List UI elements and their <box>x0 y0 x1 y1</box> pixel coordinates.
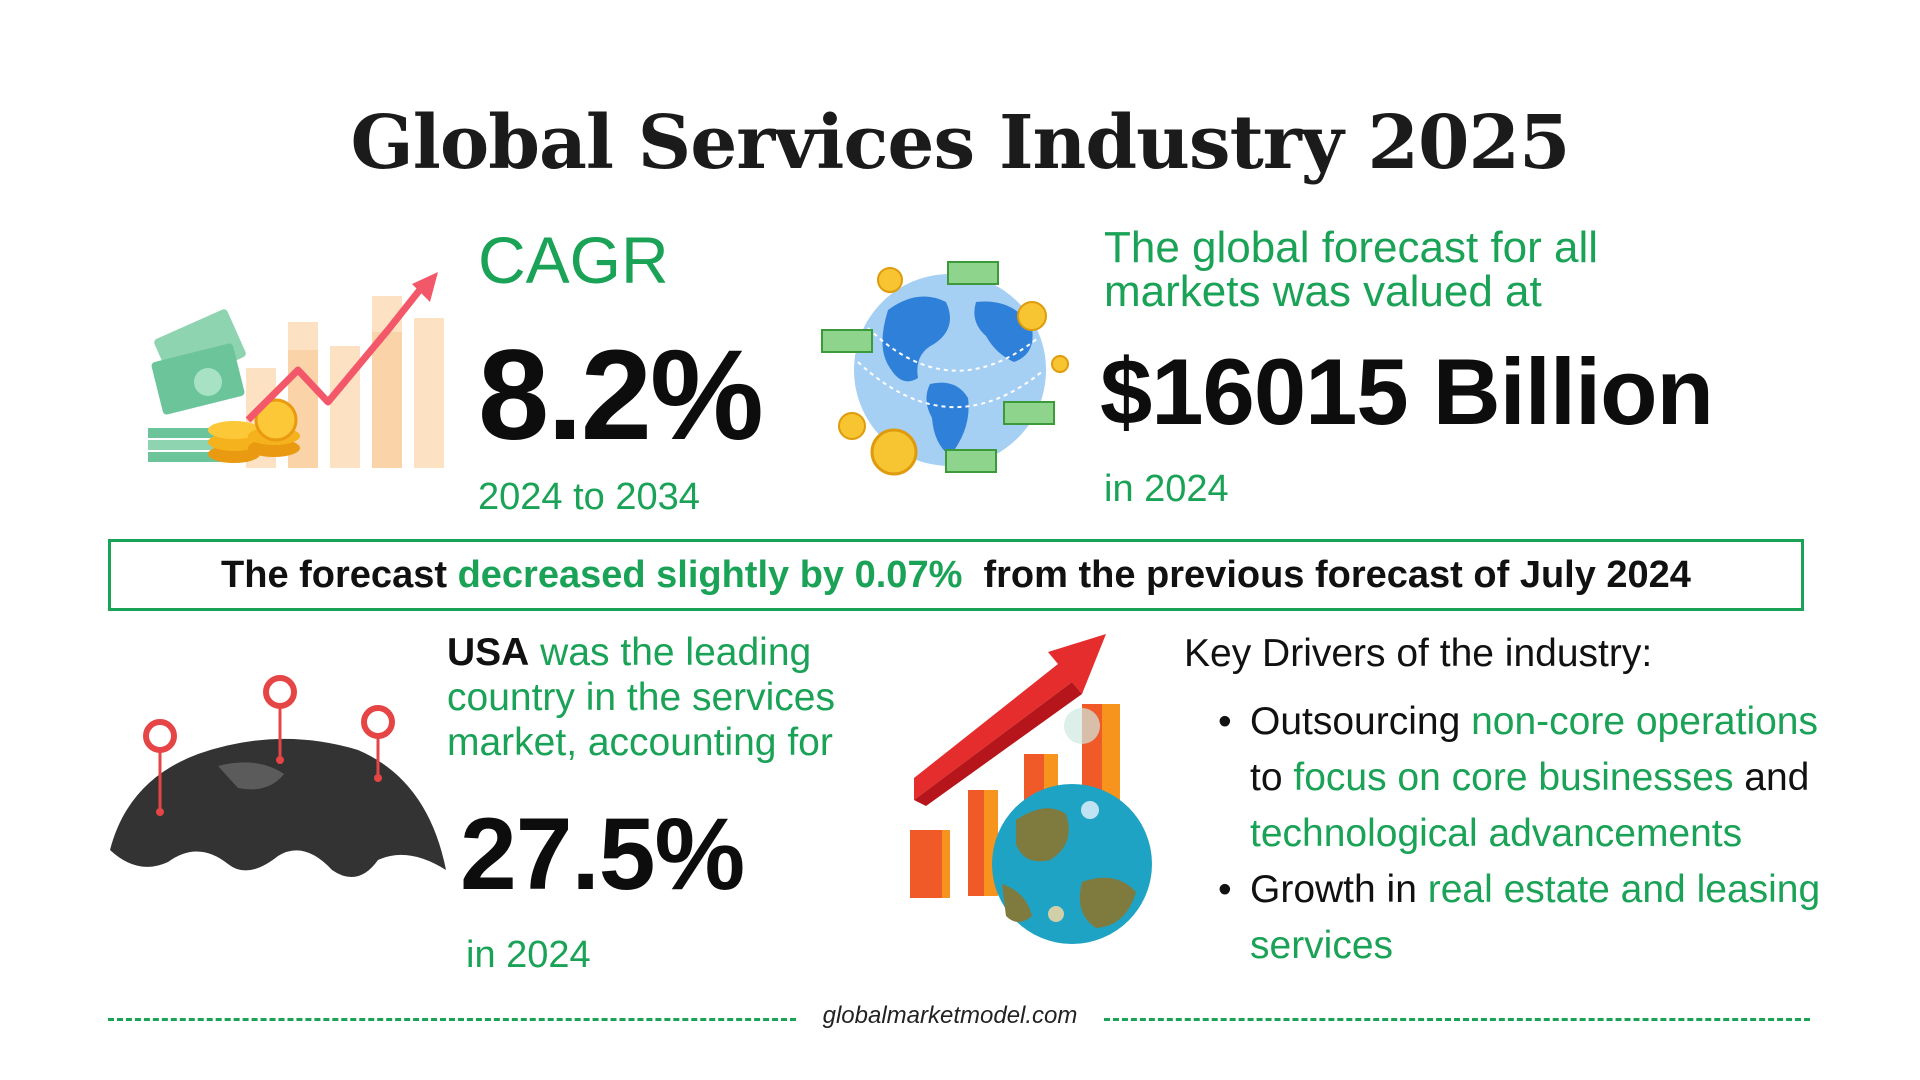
cagr-value: 8.2% <box>478 324 764 467</box>
banner-highlight: decreased slightly by 0.07% <box>457 554 963 596</box>
cagr-period: 2024 to 2034 <box>478 476 700 518</box>
driver-highlight: real estate and leasing services <box>1250 868 1821 967</box>
driver-text: and <box>1733 756 1810 799</box>
drivers-list: • Outsourcing non-core operations to foc… <box>1218 694 1858 974</box>
footer-divider-right <box>1104 1018 1810 1021</box>
forecast-change-banner: The forecast decreased slightly by 0.07%… <box>108 539 1804 611</box>
usa-text: was the leading country in the services … <box>447 631 836 764</box>
page-title: Global Services Industry 2025 <box>350 100 1571 186</box>
usa-lead: USA <box>447 631 530 674</box>
driver-text: Outsourcing <box>1250 700 1472 743</box>
driver-item: • Outsourcing non-core operations to foc… <box>1218 694 1858 862</box>
driver-text: Growth in <box>1250 868 1428 911</box>
driver-highlight: focus on core businesses <box>1293 756 1734 799</box>
bullet-icon: • <box>1218 868 1232 911</box>
globe-money-icon <box>821 261 1069 476</box>
usa-year: in 2024 <box>466 934 591 976</box>
driver-text: to <box>1250 756 1294 799</box>
driver-item: • Growth in real estate and leasing serv… <box>1218 862 1858 974</box>
driver-highlight: non-core operations <box>1471 700 1818 743</box>
footer-website: globalmarketmodel.com <box>822 1002 1078 1029</box>
forecast-label: The global forecast for all markets was … <box>1104 223 1599 316</box>
globe-growth-chart-icon <box>910 634 1152 944</box>
banner-suffix: from the previous forecast of July 2024 <box>962 554 1691 596</box>
drivers-title: Key Drivers of the industry: <box>1184 632 1653 675</box>
banner-prefix: The forecast <box>221 554 458 596</box>
forecast-year: in 2024 <box>1104 468 1229 510</box>
usa-share-value: 27.5% <box>460 797 745 911</box>
footer-divider-left <box>108 1018 796 1021</box>
world-map-pins-icon <box>110 675 446 878</box>
money-growth-chart-icon <box>148 272 444 468</box>
bullet-icon: • <box>1218 700 1232 743</box>
forecast-value: $16015 Billion <box>1100 339 1714 444</box>
cagr-label: CAGR <box>478 223 669 297</box>
driver-highlight: technological advancements <box>1250 812 1743 855</box>
usa-statement: USA was the leading country in the servi… <box>447 630 867 765</box>
